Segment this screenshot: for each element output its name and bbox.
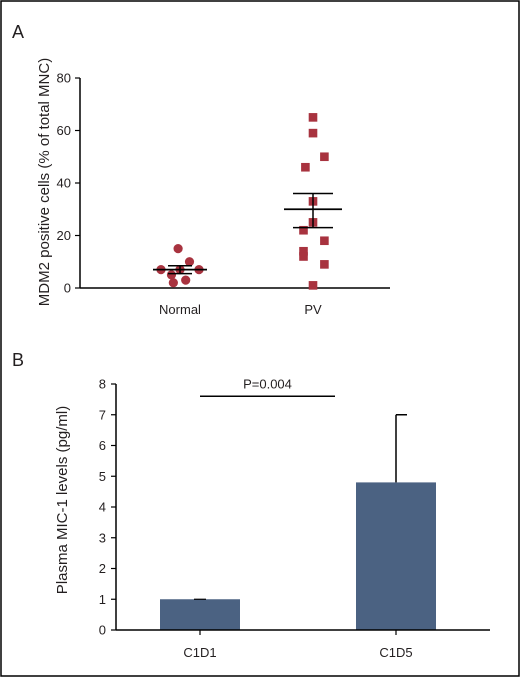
- significance-p-value: P=0.004: [243, 376, 292, 391]
- panel-a-y-tick-label: 60: [57, 123, 71, 138]
- panel-a-y-tick-label: 0: [64, 281, 71, 296]
- panel-a-points: [156, 113, 329, 290]
- panel-b-bars: [160, 482, 436, 630]
- panel-a-mean-sem: [153, 192, 342, 275]
- panel-a-y-tick-label: 40: [57, 176, 71, 191]
- panel-a-x-tick-label: PV: [304, 302, 322, 317]
- panel-b-y-tick-label: 0: [99, 623, 106, 638]
- panel-b-y-axis-label: Plasma MIC-1 levels (pg/ml): [54, 406, 71, 594]
- panel-a-data-point: [320, 236, 329, 246]
- panel-a-data-point: [301, 162, 310, 172]
- panel-a-data-point: [320, 152, 329, 162]
- panel-b-y-tick-label: 5: [99, 469, 106, 484]
- panel-a-data-point: [166, 270, 177, 280]
- panel-a-x-tick-label: Normal: [159, 302, 201, 317]
- panel-b-y-tick-label: 1: [99, 592, 106, 607]
- panel-a-y-ticks: 0 20 40 60 80: [57, 71, 80, 296]
- panel-a-data-point: [299, 252, 308, 261]
- panel-b-y-tick-label: 6: [99, 438, 106, 453]
- panel-b-y-tick-label: 8: [99, 377, 106, 392]
- panel-b-x-tick-label: C1D1: [183, 645, 216, 660]
- panel-a-label: A: [12, 22, 24, 42]
- panel-a-data-point: [299, 246, 308, 256]
- panel-a-y-tick-label: 80: [57, 71, 71, 86]
- panel-a-data-point: [173, 244, 183, 254]
- panel-b-y-ticks: 0 1 2 3 4 5 6 7 8: [99, 377, 116, 638]
- panel-a-data-point: [168, 278, 178, 288]
- panel-b-error-bars: [194, 414, 407, 600]
- panel-a-data-point: [308, 113, 318, 122]
- panel-b-significance: P=0.004: [200, 376, 335, 398]
- panel-b-chart: B Plasma MIC-1 levels (pg/ml) 012345678 …: [12, 350, 490, 660]
- panel-a-y-axis-label: MDM2 positive cells (% of total MNC): [36, 58, 53, 306]
- panel-a-x-labels: Normal PV: [159, 302, 322, 317]
- panel-a-data-point: [184, 257, 195, 267]
- panel-b-y-tick-label: 3: [99, 530, 106, 545]
- panel-b-y-tick-label: 2: [99, 561, 106, 576]
- panel-b-x-labels: C1D1 C1D5: [183, 630, 413, 660]
- panel-b-bar: [356, 482, 436, 630]
- panel-b-y-tick-label: 7: [99, 407, 106, 422]
- panel-a-data-point: [181, 275, 191, 285]
- panel-b-bar: [160, 599, 240, 630]
- panel-a-data-point: [320, 260, 329, 269]
- panel-a-chart: A MDM2 positive cells (% of total MNC) 0…: [12, 22, 390, 317]
- panel-b-x-tick-label: C1D5: [379, 645, 412, 660]
- panel-a-data-point: [308, 128, 318, 138]
- panel-a-data-point: [308, 281, 318, 290]
- panel-b-label: B: [12, 350, 24, 370]
- panel-a-data-point: [299, 225, 308, 235]
- panel-b-y-tick-label: 4: [99, 500, 106, 515]
- panel-a-y-tick-label: 20: [57, 228, 71, 243]
